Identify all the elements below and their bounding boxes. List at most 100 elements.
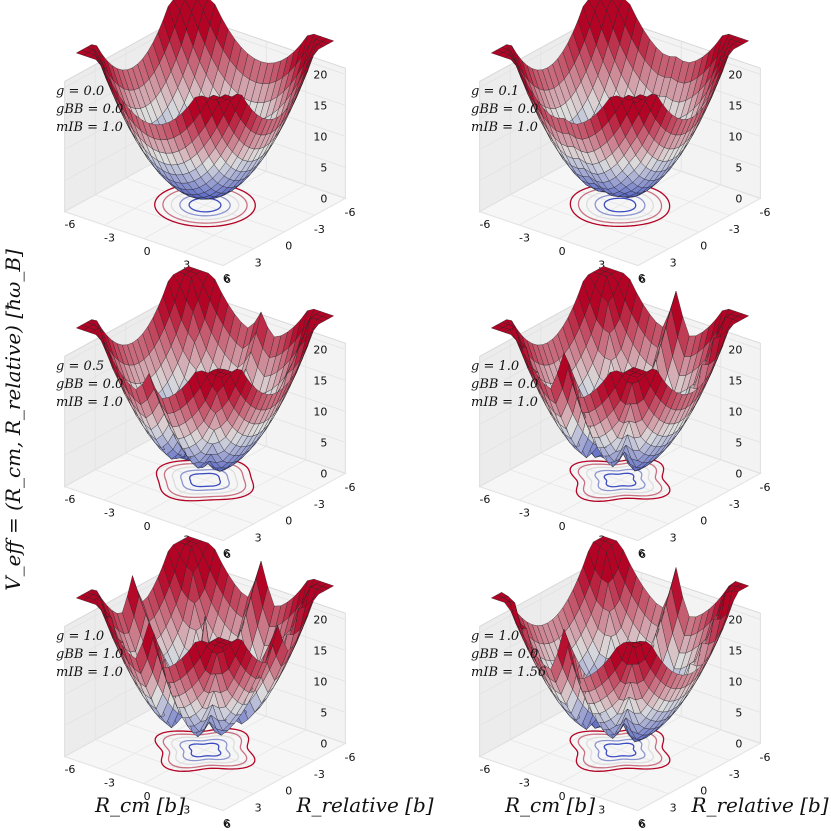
z-tick-label: 20: [728, 68, 742, 81]
surface-patch: [75, 324, 89, 331]
param-annotation: g = 1.0: [471, 629, 519, 644]
z-tick-label: 20: [728, 343, 742, 356]
y-tick-label: 6: [223, 272, 230, 285]
param-annotation: mIB = 1.0: [56, 665, 123, 680]
x-tick-label: -6: [344, 751, 355, 764]
contour-line: [188, 742, 222, 758]
x-tick-label: 3: [255, 256, 262, 269]
x-tick-label: -3: [314, 223, 325, 236]
param-annotation: gBB = 0.0: [56, 377, 123, 392]
y-tick-label: 0: [559, 790, 566, 803]
x-tick-label: -6: [344, 206, 355, 219]
param-annotation: mIB = 1.0: [56, 395, 123, 410]
grid-line: [479, 486, 639, 541]
z-axis-label: V_eff = (R_cm, R_relative) [ħω_B]: [1, 249, 25, 591]
surface-patch: [490, 324, 504, 331]
y-tick-label: -6: [479, 218, 490, 231]
grid-line: [637, 198, 761, 266]
grid-line: [125, 452, 285, 508]
z-tick-label: 15: [313, 644, 327, 657]
grid-line: [540, 722, 700, 778]
param-annotation: gBB = 1.0: [56, 647, 123, 662]
grid-line: [64, 486, 224, 541]
z-tick-label: 10: [313, 405, 327, 418]
contour-line: [155, 458, 255, 502]
z-tick-label: 15: [313, 374, 327, 387]
x-tick-label: -3: [729, 223, 740, 236]
z-tick-label: 20: [313, 343, 327, 356]
x-tick-label: 3: [670, 801, 677, 814]
z-tick-label: 15: [728, 99, 742, 112]
x-tick-label: 6: [639, 818, 646, 831]
grid-line: [598, 729, 721, 798]
surface-patch: [75, 49, 89, 56]
y-tick-label: 3: [183, 804, 190, 817]
y-tick-label: 0: [559, 520, 566, 533]
z-tick-label: 5: [320, 436, 327, 449]
grid-line: [479, 756, 639, 811]
contour-line: [188, 197, 222, 213]
grid-line: [64, 211, 224, 266]
grid-line: [510, 739, 669, 795]
grid-line: [540, 177, 700, 233]
z-tick-label: 15: [313, 99, 327, 112]
z-tick-label: 10: [728, 130, 742, 143]
y-tick-label: 0: [144, 790, 151, 803]
grid-line: [479, 211, 639, 266]
z-tick-label: 15: [728, 374, 742, 387]
grid-line: [510, 469, 669, 525]
y-tick-label: 0: [144, 520, 151, 533]
x-tick-label: 6: [224, 273, 231, 286]
z-tick-label: 10: [313, 675, 327, 688]
z-tick-label: 10: [728, 675, 742, 688]
param-annotation: mIB = 1.56: [471, 665, 546, 680]
y-tick-label: -6: [64, 218, 75, 231]
param-annotation: gBB = 0.0: [471, 647, 538, 662]
y-tick-label: 6: [638, 272, 645, 285]
grid-line: [183, 729, 306, 798]
y-tick-label: 3: [598, 259, 605, 272]
grid-line: [222, 473, 346, 541]
y-tick-label: -3: [519, 232, 530, 245]
x-tick-label: -6: [344, 481, 355, 494]
z-tick-label: 0: [320, 737, 327, 750]
z-tick-label: 10: [313, 130, 327, 143]
z-tick-label: 5: [320, 706, 327, 719]
surface-patch: [490, 594, 504, 601]
x-tick-label: 3: [255, 531, 262, 544]
param-annotation: mIB = 1.0: [471, 395, 538, 410]
z-tick-label: 0: [735, 192, 742, 205]
x-tick-label: -3: [729, 768, 740, 781]
grid-line: [637, 743, 761, 811]
param-annotation: g = 1.0: [471, 359, 519, 374]
x-tick-label: -6: [759, 481, 770, 494]
x-tick-label: 6: [639, 273, 646, 286]
grid-line: [95, 739, 254, 795]
param-annotation: g = 0.1: [471, 84, 519, 99]
grid-line: [540, 452, 700, 508]
subplot-panel-5: 0 5 10 15 20 -6 -3 0 3 6 -6 -3 0 3 6 g = 1.0 gBB = 1.0 mI…: [56, 536, 355, 831]
y-axis-label-left: R_relative [b]: [295, 793, 433, 817]
grid-line: [222, 198, 346, 266]
y-tick-label: 6: [638, 817, 645, 830]
contour-line: [170, 735, 240, 765]
contour-line: [603, 742, 637, 758]
y-tick-label: -6: [479, 493, 490, 506]
y-tick-label: -3: [104, 777, 115, 790]
y-tick-label: -3: [104, 507, 115, 520]
x-tick-label: 3: [255, 801, 262, 814]
x-tick-label: -3: [729, 498, 740, 511]
y-axis-label-right: R_relative [b]: [690, 793, 828, 817]
z-tick-label: 20: [313, 68, 327, 81]
grid-line: [125, 177, 285, 233]
grid-line: [222, 743, 346, 811]
z-tick-label: 20: [728, 613, 742, 626]
param-annotation: g = 0.0: [56, 84, 104, 99]
surface-patch: [490, 49, 504, 56]
x-tick-label: 0: [285, 515, 292, 528]
z-tick-label: 15: [728, 644, 742, 657]
x-tick-label: -6: [759, 751, 770, 764]
z-tick-label: 0: [735, 467, 742, 480]
contour-line: [603, 472, 637, 488]
